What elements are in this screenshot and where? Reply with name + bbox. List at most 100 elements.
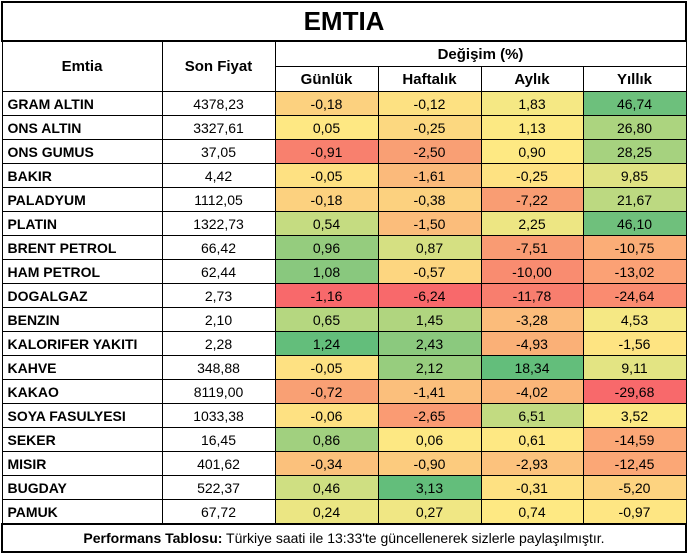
- commodity-name: PALADYUM: [1, 187, 163, 212]
- table-row: BAKIR 4,42 -0,05 -1,61 -0,25 9,85: [1, 163, 687, 188]
- change-monthly: -0,31: [480, 475, 584, 500]
- change-yearly: 9,11: [582, 355, 687, 380]
- footer-label: Performans Tablosu:: [83, 530, 223, 546]
- change-monthly: -0,25: [480, 163, 584, 188]
- change-daily: -1,16: [274, 283, 379, 308]
- change-yearly: 26,80: [582, 115, 687, 140]
- change-weekly: 0,87: [377, 235, 482, 260]
- change-weekly: -1,50: [377, 211, 482, 236]
- commodity-name: KALORIFER YAKITI: [1, 331, 163, 356]
- change-yearly: -24,64: [582, 283, 687, 308]
- change-yearly: -29,68: [582, 379, 687, 404]
- table-row: KAKAO 8119,00 -0,72 -1,41 -4,02 -29,68: [1, 379, 687, 404]
- commodity-name: BAKIR: [1, 163, 163, 188]
- header-haftalik: Haftalık: [377, 66, 482, 92]
- change-monthly: 0,74: [480, 499, 584, 525]
- change-daily: -0,91: [274, 139, 379, 164]
- change-yearly: 28,25: [582, 139, 687, 164]
- change-yearly: -5,20: [582, 475, 687, 500]
- footer-text: Türkiye saati ile 13:33'te güncellenerek…: [222, 530, 605, 546]
- change-yearly: -12,45: [582, 451, 687, 476]
- commodity-name: PAMUK: [1, 499, 163, 525]
- change-monthly: 1,83: [480, 91, 584, 116]
- change-yearly: 46,74: [582, 91, 687, 116]
- change-weekly: 1,45: [377, 307, 482, 332]
- change-weekly: -1,61: [377, 163, 482, 188]
- change-daily: 0,96: [274, 235, 379, 260]
- table-row: SOYA FASULYESI 1033,38 -0,06 -2,65 6,51 3,52: [1, 403, 687, 428]
- table-row: BRENT PETROL 66,42 0,96 0,87 -7,51 -10,75: [1, 235, 687, 260]
- last-price: 1322,73: [161, 211, 276, 236]
- last-price: 522,37: [161, 475, 276, 500]
- change-yearly: -1,56: [582, 331, 687, 356]
- change-monthly: -7,51: [480, 235, 584, 260]
- commodity-name: ONS ALTIN: [1, 115, 163, 140]
- commodity-name: GRAM ALTIN: [1, 91, 163, 116]
- change-monthly: 1,13: [480, 115, 584, 140]
- table-row: KAHVE 348,88 -0,05 2,12 18,34 9,11: [1, 355, 687, 380]
- change-daily: 0,65: [274, 307, 379, 332]
- last-price: 4378,23: [161, 91, 276, 116]
- last-price: 348,88: [161, 355, 276, 380]
- change-daily: 0,54: [274, 211, 379, 236]
- change-monthly: -10,00: [480, 259, 584, 284]
- last-price: 2,73: [161, 283, 276, 308]
- change-weekly: -0,90: [377, 451, 482, 476]
- change-daily: -0,18: [274, 91, 379, 116]
- change-daily: 0,24: [274, 499, 379, 525]
- change-weekly: -0,12: [377, 91, 482, 116]
- table-row: SEKER 16,45 0,86 0,06 0,61 -14,59: [1, 427, 687, 452]
- change-monthly: -3,28: [480, 307, 584, 332]
- header-gunluk: Günlük: [274, 66, 379, 92]
- change-monthly: -2,93: [480, 451, 584, 476]
- change-weekly: -1,41: [377, 379, 482, 404]
- last-price: 4,42: [161, 163, 276, 188]
- change-daily: -0,06: [274, 403, 379, 428]
- last-price: 2,10: [161, 307, 276, 332]
- table-footer: Performans Tablosu: Türkiye saati ile 13…: [0, 523, 687, 553]
- header-emtia: Emtia: [1, 40, 163, 92]
- change-monthly: 0,90: [480, 139, 584, 164]
- table-row: MISIR 401,62 -0,34 -0,90 -2,93 -12,45: [1, 451, 687, 476]
- change-weekly: 2,12: [377, 355, 482, 380]
- change-daily: 1,08: [274, 259, 379, 284]
- change-weekly: -2,50: [377, 139, 482, 164]
- table-row: PAMUK 67,72 0,24 0,27 0,74 -0,97: [1, 499, 687, 525]
- last-price: 2,28: [161, 331, 276, 356]
- table-title: EMTIA: [0, 1, 687, 42]
- last-price: 401,62: [161, 451, 276, 476]
- table-row: BENZIN 2,10 0,65 1,45 -3,28 4,53: [1, 307, 687, 332]
- change-yearly: 4,53: [582, 307, 687, 332]
- change-yearly: -0,97: [582, 499, 687, 525]
- change-monthly: 18,34: [480, 355, 584, 380]
- change-weekly: 0,27: [377, 499, 482, 525]
- change-yearly: -13,02: [582, 259, 687, 284]
- commodity-name: PLATIN: [1, 211, 163, 236]
- change-weekly: 2,43: [377, 331, 482, 356]
- change-yearly: 9,85: [582, 163, 687, 188]
- last-price: 37,05: [161, 139, 276, 164]
- change-daily: -0,05: [274, 163, 379, 188]
- change-yearly: 3,52: [582, 403, 687, 428]
- last-price: 8119,00: [161, 379, 276, 404]
- table-row: ONS ALTIN 3327,61 0,05 -0,25 1,13 26,80: [1, 115, 687, 140]
- last-price: 67,72: [161, 499, 276, 525]
- change-weekly: 0,06: [377, 427, 482, 452]
- change-weekly: -6,24: [377, 283, 482, 308]
- change-yearly: 21,67: [582, 187, 687, 212]
- table-row: ONS GUMUS 37,05 -0,91 -2,50 0,90 28,25: [1, 139, 687, 164]
- change-weekly: -0,25: [377, 115, 482, 140]
- commodity-name: MISIR: [1, 451, 163, 476]
- change-monthly: -11,78: [480, 283, 584, 308]
- change-yearly: -10,75: [582, 235, 687, 260]
- change-weekly: -0,38: [377, 187, 482, 212]
- change-daily: 0,86: [274, 427, 379, 452]
- commodity-name: HAM PETROL: [1, 259, 163, 284]
- commodity-name: BUGDAY: [1, 475, 163, 500]
- change-monthly: 2,25: [480, 211, 584, 236]
- table-row: GRAM ALTIN 4378,23 -0,18 -0,12 1,83 46,74: [1, 91, 687, 116]
- commodity-name: BRENT PETROL: [1, 235, 163, 260]
- commodity-name: KAKAO: [1, 379, 163, 404]
- header-son-fiyat: Son Fiyat: [161, 40, 276, 92]
